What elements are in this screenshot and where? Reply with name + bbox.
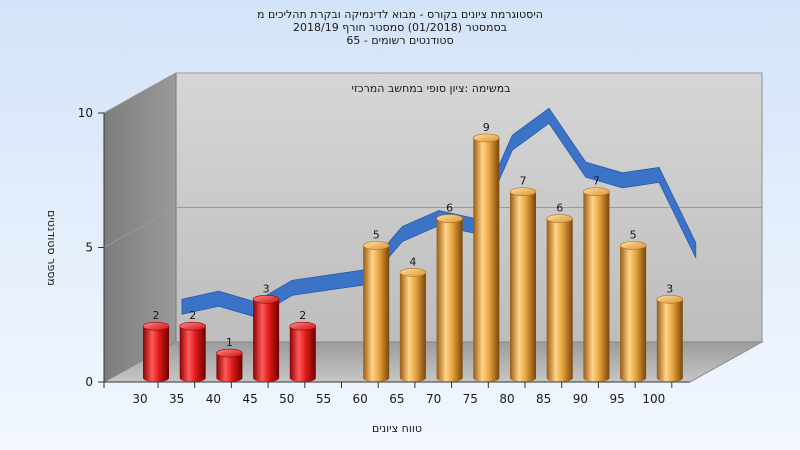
bar-top-35 [179,321,206,331]
bar-50: 2 [289,309,317,382]
bar-top-75 [472,133,500,143]
bar-value-label-100: 3 [666,282,673,295]
bar-75: 9 [472,121,500,382]
bar-value-label-45: 3 [263,282,270,295]
x-tick-label-0: 30 [132,392,147,406]
y-tick-label-1: 5 [85,241,93,255]
bar-body-65 [399,272,426,382]
bar-value-label-85: 6 [556,202,563,215]
bar-top-40 [216,348,243,358]
y-tick-label-2: 10 [78,106,93,120]
bar-top-30 [142,321,170,331]
bar-body-100 [656,299,683,382]
chart-title: היסטוגרמת ציונים בקורס - מבוא לדינמיקה ו… [0,8,800,47]
bar-body-85 [546,218,573,382]
bar-value-label-65: 4 [409,255,416,268]
bar-40: 1 [216,336,243,382]
bar-body-45 [253,299,280,382]
chart-title-line-1: היסטוגרמת ציונים בקורס - מבוא לדינמיקה ו… [257,8,543,21]
bar-top-65 [399,268,427,277]
x-tick-label-5: 55 [316,392,331,406]
bar-top-50 [289,321,317,331]
x-tick-label-7: 65 [389,392,404,406]
bar-value-label-35: 2 [189,309,196,322]
bar-body-35 [179,326,206,382]
bar-value-label-75: 9 [483,121,490,134]
bar-value-label-90: 7 [593,175,600,188]
bar-body-50 [289,326,316,382]
y-axis-label: מספר סטודנטים [45,210,58,286]
bar-body-90 [583,191,610,382]
bar-top-100 [656,294,684,304]
bar-100: 3 [656,282,684,382]
bar-top-90 [583,187,610,196]
bar-body-30 [143,326,169,382]
y-tick-label-0: 0 [85,375,93,389]
x-tick-label-13: 95 [609,392,624,406]
bar-top-85 [546,214,574,223]
x-tick-label-6: 60 [353,392,368,406]
bar-top-70 [436,214,463,223]
bar-body-40 [216,353,243,382]
bar-35: 2 [179,309,206,382]
x-axis-label: טווח ציונים [372,422,422,435]
bar-80: 7 [509,175,537,382]
bar-value-label-70: 6 [446,202,453,215]
bar-value-label-80: 7 [520,175,527,188]
bar-value-label-50: 2 [299,309,306,322]
bar-90: 7 [583,175,610,382]
bar-60: 5 [362,229,390,382]
bar-value-label-60: 5 [373,229,380,242]
bar-body-80 [510,191,536,382]
bar-body-75 [473,137,500,382]
bar-top-45 [252,294,280,304]
gridline-1 [103,207,762,248]
bar-30: 2 [142,309,170,382]
bar-95: 5 [619,229,647,382]
gridline-2 [103,72,762,114]
x-tick-label-14: 100 [642,392,665,406]
bar-70: 6 [436,202,463,382]
bar-top-80 [509,187,537,196]
x-tick-label-12: 90 [573,392,588,406]
chart-title-line-2: בסמסטר (01/2018) סמסטר חורף 2018/19 [293,21,507,34]
bar-value-label-95: 5 [630,229,637,242]
bar-body-60 [363,245,390,382]
x-tick-label-8: 70 [426,392,441,406]
bar-top-95 [619,241,647,250]
bar-45: 3 [252,282,280,382]
bar-body-95 [620,245,647,382]
chart-annotation: במשימה :ציון סופי במחשב המרכזי [351,82,510,95]
chart-title-line-3: סטודנטים רשומים - 65 [346,34,454,47]
x-tick-label-9: 75 [463,392,478,406]
bar-65: 4 [399,255,427,382]
bar-top-60 [362,241,390,250]
x-tick-label-11: 85 [536,392,551,406]
x-tick-label-1: 35 [169,392,184,406]
x-tick-label-3: 45 [242,392,257,406]
x-tick-label-2: 40 [206,392,221,406]
bar-value-label-40: 1 [226,336,233,349]
bar-85: 6 [546,202,574,382]
x-tick-label-4: 50 [279,392,294,406]
bar-value-label-30: 2 [153,309,160,322]
bar-body-70 [436,218,463,382]
x-tick-label-10: 80 [499,392,514,406]
